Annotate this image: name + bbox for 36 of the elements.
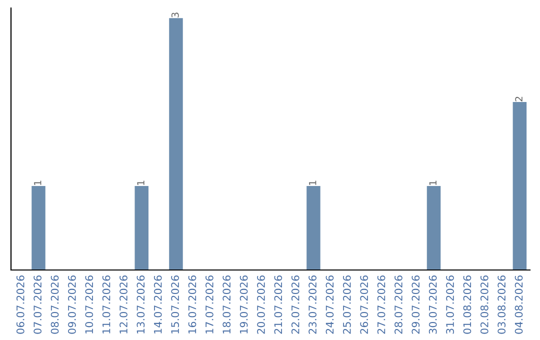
data-label: 1: [429, 180, 436, 185]
x-tick-label: 18.07.2026: [222, 276, 231, 334]
data-label: 1: [137, 180, 144, 185]
x-tick-label: 20.07.2026: [257, 276, 265, 334]
x-tick-label: 26.07.2026: [360, 276, 368, 334]
x-tick-label: 16.07.2026: [188, 276, 196, 334]
x-tick-label: 12.07.2026: [120, 276, 128, 334]
data-label: 2: [515, 96, 522, 102]
x-tick-label: 14.07.2026: [154, 276, 162, 334]
data-label: 1: [309, 180, 316, 185]
x-tick-label: 23.07.2026: [308, 276, 316, 334]
x-tick-label: 13.07.2026: [136, 276, 145, 334]
x-tick-label: 17.07.2026: [205, 276, 214, 334]
x-tick-label: 08.07.2026: [50, 276, 59, 334]
x-tick-label: 11.07.2026: [102, 276, 110, 334]
x-tick-label: 25.07.2026: [342, 276, 351, 334]
data-label: 1: [34, 180, 42, 185]
x-tick-label: 10.07.2026: [85, 276, 94, 334]
x-tick-label: 24.07.2026: [326, 276, 334, 334]
x-tick-label: 30.07.2026: [428, 276, 437, 334]
x-tick-label: 01.08.2026: [463, 276, 472, 334]
x-tick-label: 19.07.2026: [240, 276, 248, 334]
x-tick-label: 27.07.2026: [377, 276, 386, 334]
x-tick-label: 28.07.2026: [394, 276, 402, 334]
x-tick-label: 02.08.2026: [480, 276, 488, 334]
x-tick-label: 15.07.2026: [171, 276, 180, 334]
x-tick-label: 07.07.2026: [34, 276, 42, 334]
data-label: 3: [171, 12, 179, 18]
x-tick-label: 09.07.2026: [68, 276, 76, 334]
x-tick-label: 03.08.2026: [498, 276, 506, 334]
x-tick-label: 31.07.2026: [446, 276, 454, 334]
x-tick-label: 04.08.2026: [514, 276, 523, 334]
x-tick-label: 29.07.2026: [412, 276, 420, 334]
x-tick-label: 21.07.2026: [274, 276, 282, 334]
x-tick-label: 06.07.2026: [16, 276, 24, 334]
x-tick-label: 22.07.2026: [291, 276, 300, 334]
